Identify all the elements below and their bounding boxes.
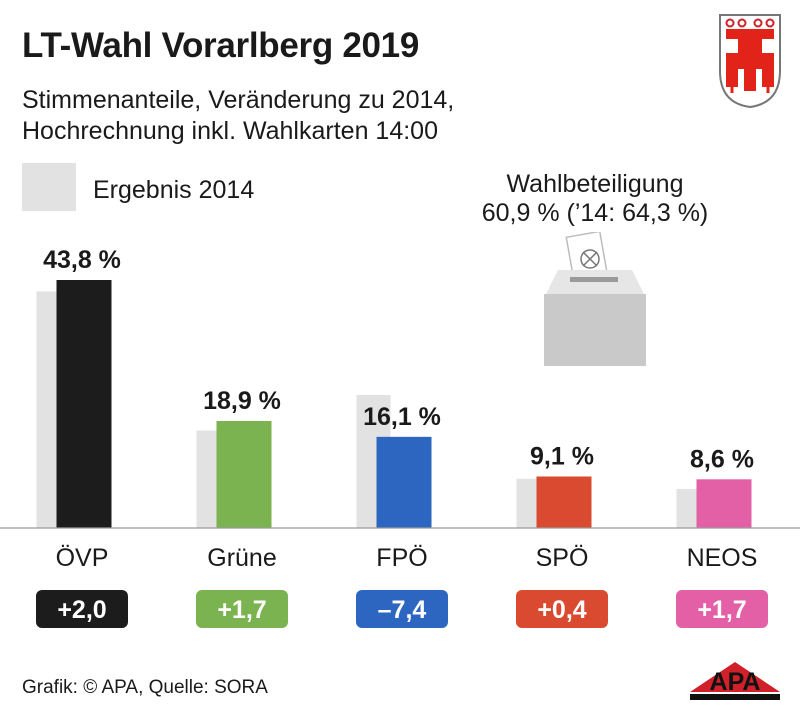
subtitle-line-2: Hochrechnung inkl. Wahlkarten 14:00: [22, 117, 438, 145]
ballot-box-icon: [544, 232, 646, 366]
data-label: 43,8 %: [43, 246, 121, 274]
bar-2019: [376, 436, 432, 528]
change-label: –7,4: [378, 596, 427, 624]
apa-logo: APA: [690, 662, 780, 700]
chart-title: LT-Wahl Vorarlberg 2019: [22, 26, 420, 65]
subtitle-line-1: Stimmenanteile, Veränderung zu 2014,: [22, 86, 455, 114]
data-label: 9,1 %: [530, 442, 594, 470]
change-label: +1,7: [217, 596, 266, 624]
source-footer: Grafik: © APA, Quelle: SORA: [22, 677, 268, 698]
data-label: 18,9 %: [203, 387, 281, 415]
bar-2019: [216, 420, 272, 528]
turnout-label: Wahlbeteiligung: [506, 170, 684, 198]
change-badge: [36, 590, 128, 628]
bar-2019: [56, 280, 112, 528]
bar-2019: [696, 479, 752, 528]
chart-subtitle: Stimmenanteile, Veränderung zu 2014, Hoc…: [22, 85, 454, 147]
apa-logo-text: APA: [710, 668, 761, 696]
change-badge: [356, 590, 448, 628]
ballot-paper: [565, 232, 609, 284]
ballot-box-body: [544, 294, 646, 366]
category-label: SPÖ: [536, 544, 589, 572]
data-label: 16,1 %: [363, 403, 441, 431]
bar-2019: [536, 476, 592, 528]
category-label: NEOS: [687, 544, 758, 572]
change-label: +0,4: [537, 596, 586, 624]
change-label: +2,0: [57, 596, 106, 624]
data-label: 8,6 %: [690, 445, 754, 473]
category-label: ÖVP: [56, 544, 109, 572]
category-label: Grüne: [207, 544, 276, 572]
turnout-block: Wahlbeteiligung 60,9 % (’14: 64,3 %): [440, 170, 750, 228]
category-label: FPÖ: [376, 544, 427, 572]
legend-swatch-2014: [22, 163, 76, 211]
change-badge: [196, 590, 288, 628]
change-label: +1,7: [697, 596, 746, 624]
ballot-slot: [570, 277, 618, 282]
change-badge: [516, 590, 608, 628]
legend-label-2014: Ergebnis 2014: [93, 176, 255, 204]
turnout-value: 60,9 % (’14: 64,3 %): [481, 199, 709, 227]
vorarlberg-crest-icon: [719, 14, 781, 109]
change-badge: [676, 590, 768, 628]
